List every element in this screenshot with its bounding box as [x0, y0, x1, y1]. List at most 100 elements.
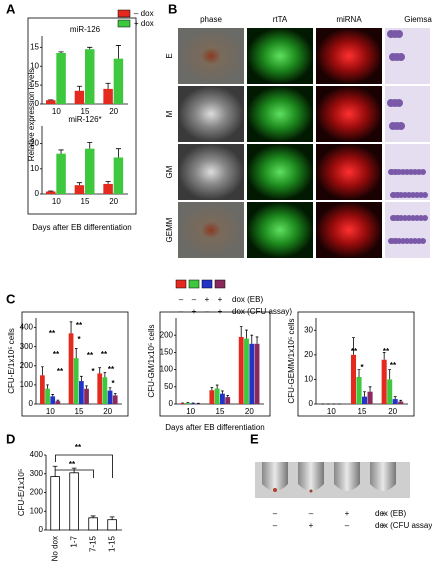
significance: *: [77, 335, 81, 344]
panel-label: A: [6, 1, 16, 16]
bar: [113, 157, 124, 194]
y-tick-label: 100: [30, 506, 44, 515]
panel-frame: [297, 311, 415, 417]
error-bar: [48, 190, 54, 192]
x-tick-label: 10: [52, 197, 61, 206]
significance: *: [91, 367, 95, 376]
bar: [387, 379, 393, 404]
cell: [395, 192, 401, 198]
error-bar: [58, 51, 64, 53]
x-axis-label: Days after EB differentiation: [32, 223, 131, 232]
bar: [185, 402, 191, 404]
y-tick-label: 10: [304, 375, 313, 384]
bracket: [55, 469, 94, 478]
error-bar: [382, 352, 386, 360]
error-bar: [226, 395, 230, 398]
error-bar: [108, 387, 112, 391]
error-bar: [221, 390, 224, 394]
y-tick-label: 5: [35, 80, 40, 89]
error-bar: [245, 329, 248, 339]
y-tick-label: 0: [35, 189, 40, 198]
bar: [362, 396, 368, 404]
y-tick-label: 400: [30, 450, 44, 459]
error-bar: [113, 393, 117, 396]
bar: [180, 403, 185, 404]
bar: [85, 148, 95, 194]
x-tick-label: 20: [103, 407, 112, 416]
sign: –: [179, 307, 184, 316]
micrograph: [247, 86, 313, 142]
y-tick-label: 0: [29, 399, 34, 408]
significance: **: [390, 361, 397, 370]
cell: [395, 215, 401, 221]
bar: [209, 390, 215, 404]
micrograph: [178, 28, 244, 84]
error-bar: [90, 515, 96, 518]
row-header: E: [165, 53, 174, 58]
legend-label: – dox: [134, 9, 154, 18]
chart-title: miR-126*: [68, 115, 101, 124]
bar: [88, 517, 98, 531]
bar: [50, 396, 56, 404]
micrograph: [316, 144, 382, 200]
error-bar: [105, 181, 111, 184]
x-tick-label: 10: [46, 407, 55, 416]
bar: [107, 390, 113, 404]
bar: [367, 391, 373, 404]
bar: [69, 472, 79, 531]
error-bar: [352, 337, 355, 355]
y-axis-label: CFU-GEMM/1x10⁵ cells: [287, 318, 296, 403]
x-tick-label: 20: [109, 197, 118, 206]
bar: [46, 100, 56, 104]
bar: [85, 49, 95, 104]
cell: [395, 99, 403, 107]
sign: –: [345, 521, 350, 530]
error-bar: [210, 387, 214, 391]
sign: –: [273, 509, 278, 518]
x-tick-label: 20: [109, 107, 118, 116]
row-header: M: [165, 110, 174, 117]
bar: [74, 185, 85, 194]
micrograph: [385, 86, 430, 142]
y-tick-label: 300: [20, 342, 34, 351]
bar: [84, 388, 89, 404]
row-label: dox (CFU assay): [375, 521, 432, 530]
error-bar: [87, 141, 93, 149]
y-tick-label: 0: [169, 399, 174, 408]
error-bar: [393, 396, 397, 400]
bar: [102, 377, 108, 404]
y-tick-label: 200: [20, 361, 34, 370]
y-tick-label: 20: [30, 139, 39, 148]
row-label: dox (EB): [375, 509, 406, 518]
sign: +: [381, 509, 386, 518]
sign: –: [192, 295, 197, 304]
error-bar: [115, 148, 121, 158]
y-tick-label: 400: [20, 323, 34, 332]
error-bar: [255, 336, 259, 344]
error-bar: [69, 321, 73, 334]
error-bar: [388, 369, 392, 380]
x-tick-label: 10: [327, 407, 336, 416]
y-tick-label: 300: [30, 469, 44, 478]
x-tick-label: 15: [81, 197, 90, 206]
tube-photo: [255, 462, 410, 498]
row-header: GEMM: [165, 217, 174, 242]
panel-label: E: [250, 431, 259, 446]
micrograph: [316, 28, 382, 84]
error-bar: [52, 465, 58, 477]
panel-frame: [159, 311, 271, 417]
error-bar: [41, 366, 44, 376]
error-bar: [76, 182, 83, 186]
cell: [397, 53, 405, 61]
error-bar: [103, 372, 107, 378]
y-tick-label: 10: [30, 61, 39, 70]
x-tick-label: 15: [358, 407, 367, 416]
panel-label: C: [6, 291, 16, 306]
sign: –: [273, 521, 278, 530]
significance: **: [383, 347, 390, 356]
y-tick-label: 200: [30, 488, 44, 497]
error-bar: [98, 367, 102, 374]
panel-frame: [27, 17, 137, 215]
bar: [103, 88, 113, 104]
